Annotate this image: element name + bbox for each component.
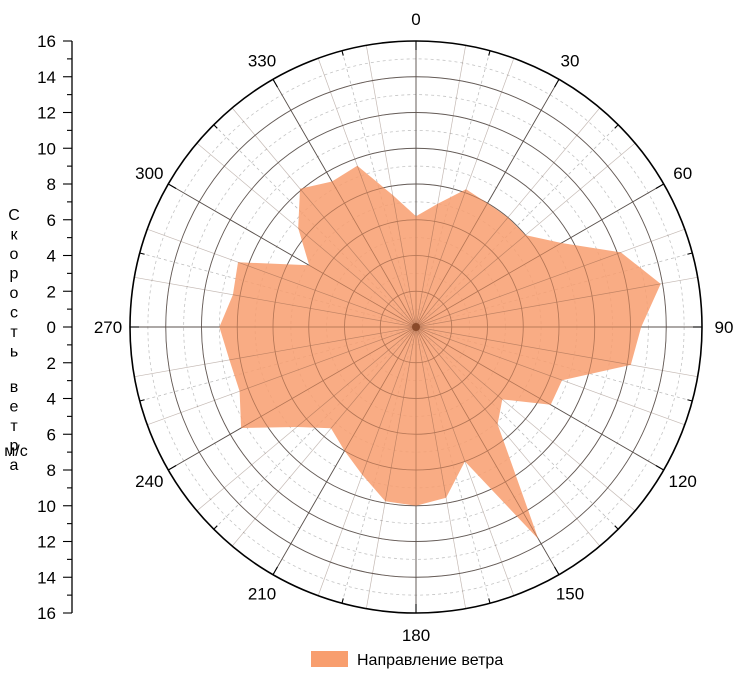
radial-tick-label: 0 xyxy=(47,318,56,337)
angle-tick xyxy=(655,465,664,471)
angle-tick xyxy=(554,566,560,575)
radial-tick-label: 8 xyxy=(47,175,56,194)
radial-tick-label: 2 xyxy=(47,354,56,373)
grid-overlay-spoke xyxy=(231,107,417,328)
angle-tick xyxy=(687,252,693,255)
grid-overlay-spoke xyxy=(272,79,417,328)
y-axis-unit: м/с xyxy=(4,443,27,460)
wind-rose-area xyxy=(219,165,661,540)
radial-tick-label: 16 xyxy=(37,32,56,51)
radial-tick-label: 4 xyxy=(47,390,56,409)
angle-tick xyxy=(614,525,619,530)
grid-overlay-spoke xyxy=(168,183,417,328)
angle-tick xyxy=(614,124,619,129)
angle-tick xyxy=(272,79,278,88)
data-layer xyxy=(130,41,702,613)
radial-tick-label: 10 xyxy=(37,139,56,158)
radial-axis: 16 14 12 10 8 6 4 2 0 2 4 6 8 10 12 14 16 xyxy=(37,32,73,623)
angle-label-240: 240 xyxy=(135,472,163,491)
grid-overlay-spoke xyxy=(365,45,417,328)
grid-overlay-spoke xyxy=(415,45,467,328)
angle-labels: 0 30 60 90 120 150 180 210 240 270 300 330 xyxy=(94,10,734,645)
grid-overlay xyxy=(130,41,702,613)
grid-overlay-spoke xyxy=(231,326,417,547)
angle-tick xyxy=(687,399,693,402)
angle-label-120: 120 xyxy=(669,472,697,491)
center-point xyxy=(412,323,420,331)
grid-overlay-ring xyxy=(308,219,524,435)
grid-overlay-spoke xyxy=(317,326,417,596)
radial-tick-label: 2 xyxy=(47,282,56,301)
radial-tick-label: 16 xyxy=(37,604,56,623)
grid-overlay-spoke xyxy=(415,58,515,328)
radial-tick-label: 10 xyxy=(37,497,56,516)
radial-tick-label: 4 xyxy=(47,247,56,266)
angle-tick xyxy=(341,50,344,56)
grid-overlay-ring xyxy=(344,255,488,399)
angle-tick xyxy=(168,465,177,471)
grid-overlay-spoke xyxy=(415,326,467,609)
angle-tick xyxy=(554,79,560,88)
angle-label-180: 180 xyxy=(402,626,430,645)
angle-label-60: 60 xyxy=(673,164,692,183)
grid-overlay-spoke xyxy=(168,326,417,471)
grid-overlay-spoke xyxy=(415,183,664,328)
angle-tick xyxy=(213,124,218,129)
angle-tick xyxy=(488,598,491,604)
radial-tick-label: 6 xyxy=(47,211,56,230)
legend-swatch xyxy=(311,651,348,667)
grid-overlay-spoke xyxy=(134,326,417,378)
angle-label-300: 300 xyxy=(135,164,163,183)
angle-label-330: 330 xyxy=(248,51,276,70)
grid-overlay-spoke xyxy=(415,326,636,512)
grid-overlay-spoke xyxy=(415,326,601,547)
grid-overlay-spoke xyxy=(147,228,417,328)
radial-tick-label: 6 xyxy=(47,425,56,444)
radial-tick-label: 12 xyxy=(37,533,56,552)
grid-overlay-spoke xyxy=(147,326,417,426)
grid-overlay-spoke xyxy=(415,228,685,328)
angle-tick xyxy=(139,399,145,402)
grid-overlay-spoke xyxy=(415,326,685,426)
angle-label-270: 270 xyxy=(94,318,122,337)
radial-tick-label: 8 xyxy=(47,461,56,480)
angle-tick xyxy=(655,183,664,189)
grid-overlay-ring xyxy=(165,76,667,578)
grid-overlay-spoke xyxy=(415,326,698,378)
legend-label: Направление ветра xyxy=(357,652,503,669)
angle-label-210: 210 xyxy=(248,585,276,604)
legend: Направление ветра xyxy=(311,651,503,669)
grid-overlay-spoke xyxy=(317,58,417,328)
grid-overlay-spoke xyxy=(134,276,417,328)
angle-tick xyxy=(213,525,218,530)
polar-frame xyxy=(129,40,703,614)
angle-label-150: 150 xyxy=(556,585,584,604)
angle-tick xyxy=(139,252,145,255)
angle-label-90: 90 xyxy=(715,318,734,337)
radial-tick-label: 14 xyxy=(37,568,56,587)
radial-tick-label: 12 xyxy=(37,104,56,123)
angle-label-30: 30 xyxy=(561,51,580,70)
grid-overlay-spoke xyxy=(196,326,417,512)
grid-overlay-ring xyxy=(272,183,560,471)
angle-tick xyxy=(168,183,177,189)
angle-tick xyxy=(488,50,491,56)
grid-overlay-ring xyxy=(379,290,453,364)
grid-overlay-spoke xyxy=(196,142,417,328)
angle-label-0: 0 xyxy=(411,10,420,29)
grid-overlay-spoke xyxy=(415,326,664,471)
angle-tick xyxy=(341,598,344,604)
grid-overlay-ring xyxy=(201,112,631,542)
grid-overlay-spoke xyxy=(415,276,698,328)
grid-overlay-spoke xyxy=(365,326,417,609)
grid-overlay-spoke xyxy=(415,326,560,575)
radial-tick-label: 14 xyxy=(37,68,56,87)
angle-tick xyxy=(272,566,278,575)
